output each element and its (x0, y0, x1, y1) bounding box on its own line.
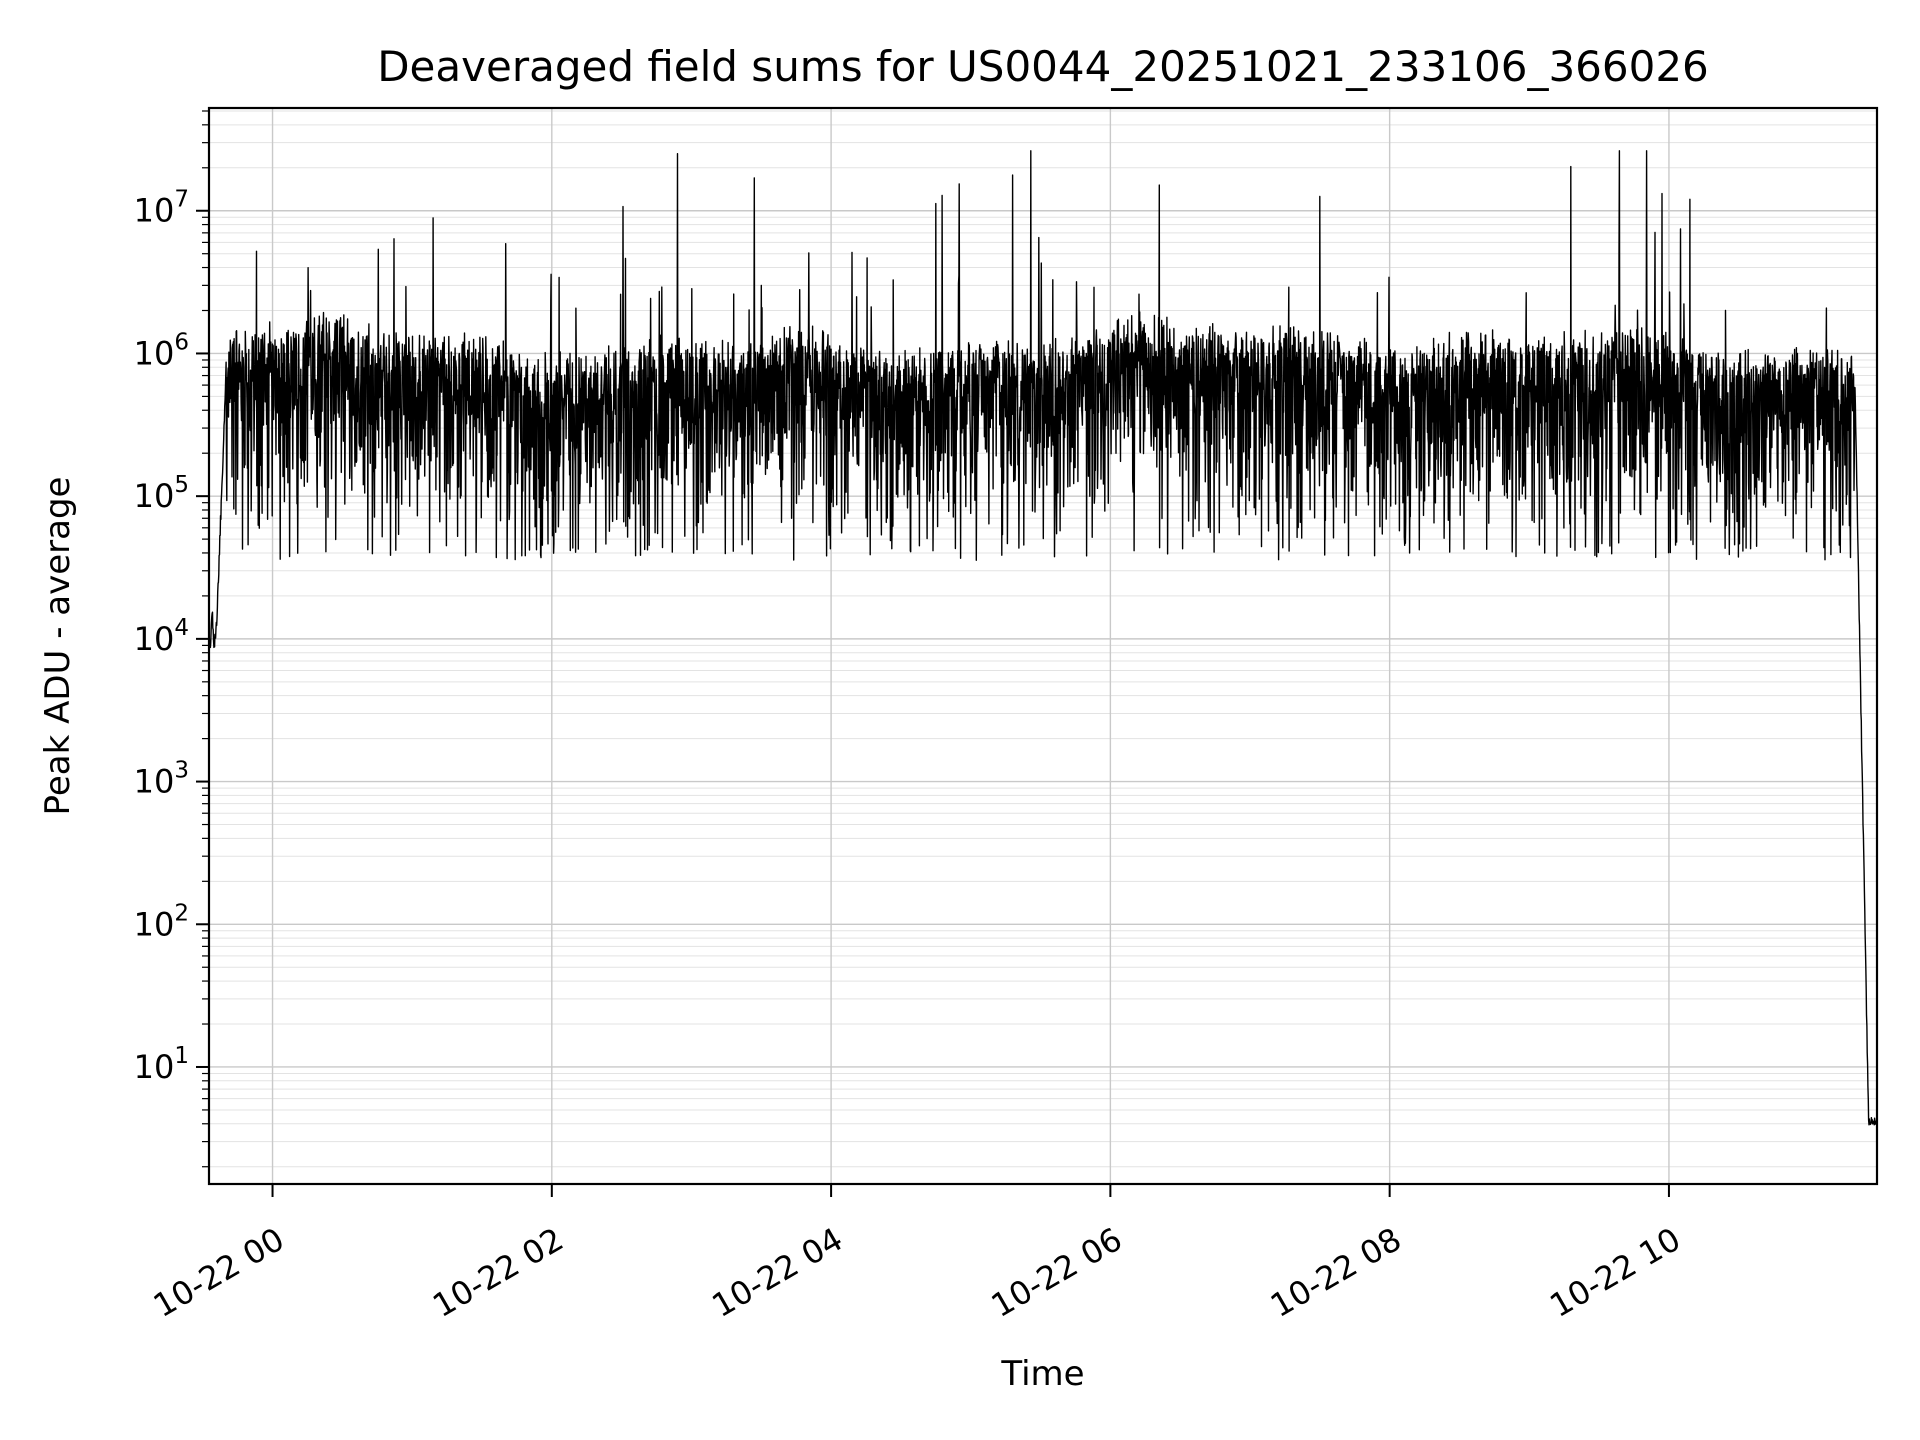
y-tick-label: 107 (134, 187, 189, 230)
y-axis-label: Peak ADU - average (38, 476, 78, 816)
y-tick-label: 105 (134, 472, 189, 515)
series-line (208, 150, 1878, 1126)
chart-title: Deaveraged field sums for US0044_2025102… (377, 42, 1709, 91)
y-tick-label: 101 (134, 1043, 189, 1086)
y-tick-label: 102 (134, 900, 189, 943)
plot-spine (207, 106, 1879, 1186)
y-tick-label: 106 (134, 329, 189, 372)
x-axis-label: Time (1001, 1354, 1085, 1394)
y-tick-label: 103 (134, 758, 189, 801)
y-tick-label: 104 (134, 615, 189, 658)
